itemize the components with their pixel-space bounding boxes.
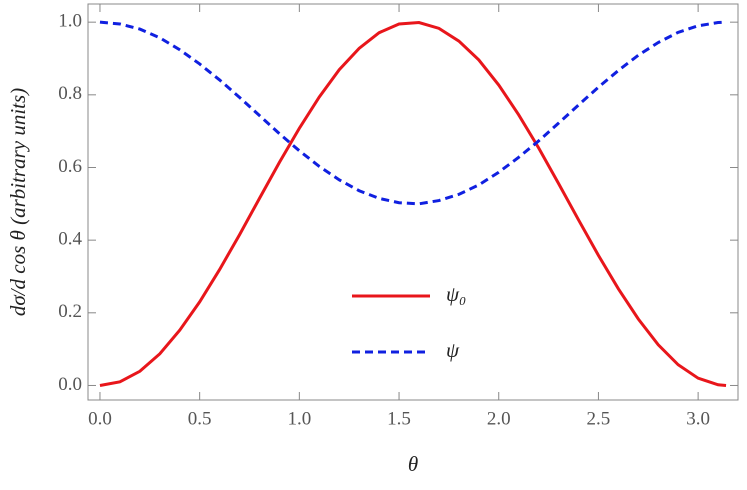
x-tick-label: 1.0 [287, 408, 311, 429]
x-tick-label: 2.5 [587, 408, 611, 429]
x-tick-label: 1.5 [387, 408, 411, 429]
y-axis-label: dσ/d cos θ (arbitrary units) [6, 88, 30, 316]
x-tick-label: 0.5 [188, 408, 212, 429]
y-tick-label: 0.4 [58, 229, 82, 250]
x-axis-label: θ [408, 452, 418, 476]
plot-frame [87, 3, 739, 401]
legend-label: ψ [446, 338, 460, 362]
y-tick-label: 0.6 [58, 156, 82, 177]
y-tick-label: 0.8 [58, 83, 82, 104]
y-tick-label: 0.2 [58, 301, 82, 322]
y-tick-label: 0.0 [58, 374, 82, 395]
line-series [99, 21, 727, 387]
x-tick-label: 2.0 [487, 408, 511, 429]
legend-label: ψ₀ [446, 282, 466, 306]
x-tick-label: 3.0 [686, 408, 710, 429]
y-tick-label: 1.0 [58, 11, 82, 32]
line-series [99, 20, 727, 206]
x-tick-label: 0.0 [88, 408, 112, 429]
